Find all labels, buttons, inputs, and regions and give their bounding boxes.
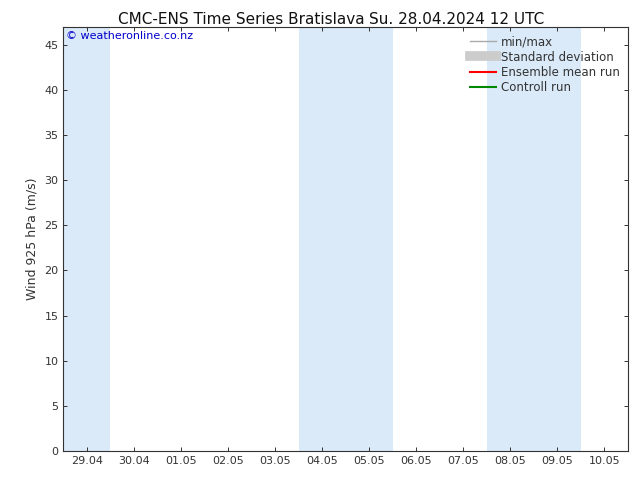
Text: © weatheronline.co.nz: © weatheronline.co.nz [66, 31, 193, 41]
Y-axis label: Wind 925 hPa (m/s): Wind 925 hPa (m/s) [26, 178, 39, 300]
Bar [486, 27, 581, 451]
Legend: min/max, Standard deviation, Ensemble mean run, Controll run: min/max, Standard deviation, Ensemble me… [467, 33, 622, 97]
Bar [63, 27, 110, 451]
Bar [299, 27, 392, 451]
Text: CMC-ENS Time Series Bratislava: CMC-ENS Time Series Bratislava [118, 12, 364, 27]
Text: Su. 28.04.2024 12 UTC: Su. 28.04.2024 12 UTC [369, 12, 544, 27]
